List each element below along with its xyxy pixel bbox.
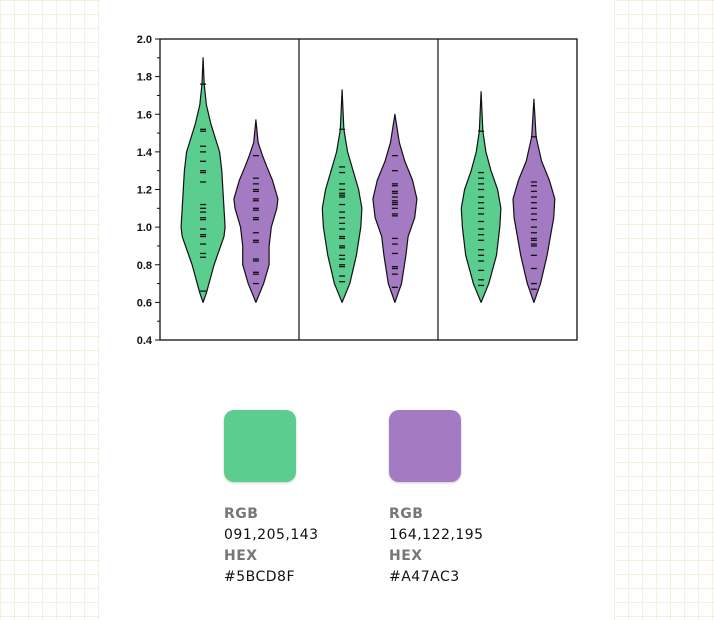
hex-value: #5BCD8F <box>224 569 296 585</box>
violin-body <box>233 119 279 303</box>
y-tick-label: 1.0 <box>137 222 152 234</box>
violin-body <box>512 98 556 303</box>
rgb-value: 164,122,195 <box>389 527 484 543</box>
violin-body <box>321 89 363 303</box>
violin-chart: 0.4 0.6 0.8 1.0 1.2 1.4 1.6 1.8 2.0 <box>137 34 578 347</box>
hex-value: #A47AC3 <box>389 569 460 585</box>
rgb-label: RGB <box>224 506 259 522</box>
hex-label: HEX <box>224 548 258 564</box>
y-tick-label: 0.8 <box>137 260 152 272</box>
y-tick-label: 1.4 <box>137 147 153 159</box>
y-tick-label: 1.6 <box>137 109 152 121</box>
grid-background-left <box>0 0 100 620</box>
purple-swatch <box>389 410 461 482</box>
green-color-info: RGB 091,205,143 HEX #5BCD8F <box>224 504 319 588</box>
y-tick-label: 1.8 <box>137 72 152 84</box>
y-tick-label: 0.6 <box>137 297 152 309</box>
y-tick-label: 1.2 <box>137 185 152 197</box>
grid-background-right <box>614 0 714 620</box>
violin-body <box>180 57 226 303</box>
green-swatch <box>224 410 296 482</box>
purple-color-info: RGB 164,122,195 HEX #A47AC3 <box>389 504 484 588</box>
rgb-label: RGB <box>389 506 424 522</box>
rgb-value: 091,205,143 <box>224 527 319 543</box>
y-tick-label: 2.0 <box>137 34 152 46</box>
hex-label: HEX <box>389 548 423 564</box>
y-tick-label: 0.4 <box>137 335 153 347</box>
